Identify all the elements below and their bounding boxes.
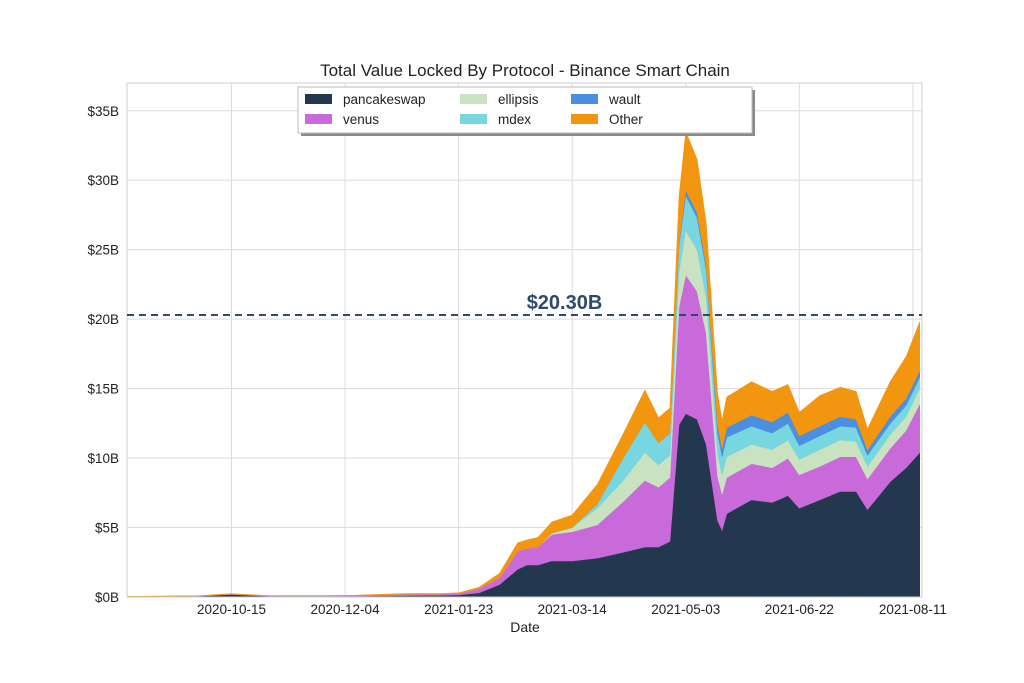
y-tick-label: $5B: [95, 521, 119, 536]
stacked-areas: [126, 131, 920, 598]
y-tick-label: $0B: [95, 590, 119, 605]
x-axis-ticks: 2020-10-15 2020-12-04 2021-01-23 2021-03-14…: [197, 602, 947, 617]
area-other: [126, 131, 920, 597]
legend-label-wault: wault: [608, 92, 641, 107]
y-tick-label: $20B: [87, 312, 119, 327]
y-tick-label: $10B: [87, 451, 119, 466]
x-tick-label: 2021-06-22: [765, 602, 834, 617]
x-tick-label: 2020-12-04: [311, 602, 381, 617]
chart-title: Total Value Locked By Protocol - Binance…: [320, 61, 730, 80]
legend-label-ellipsis: ellipsis: [498, 92, 539, 107]
reference-line-label: $20.30B: [527, 292, 603, 314]
y-tick-label: $30B: [87, 173, 119, 188]
legend-label-mdex: mdex: [498, 112, 531, 127]
legend-label-pancakeswap: pancakeswap: [343, 92, 426, 107]
x-tick-label: 2021-08-11: [879, 602, 947, 617]
legend-label-other: Other: [609, 112, 643, 127]
x-tick-label: 2021-01-23: [424, 602, 493, 617]
legend-box: [297, 86, 753, 134]
legend-swatch-mdex: [460, 114, 487, 124]
y-tick-label: $35B: [87, 104, 119, 119]
y-axis-ticks: $0B $5B $10B $15B $20B $25B $30B $35B: [87, 104, 119, 605]
x-tick-label: 2020-10-15: [197, 602, 266, 617]
x-tick-label: 2021-05-03: [651, 602, 720, 617]
legend-swatch-venus: [305, 114, 332, 124]
x-tick-label: 2021-03-14: [538, 602, 608, 617]
legend-label-venus: venus: [343, 112, 379, 127]
reference-line-group: $20.30B: [127, 292, 922, 316]
x-axis-label: Date: [510, 619, 540, 635]
legend-swatch-other: [571, 114, 598, 124]
y-tick-label: $15B: [87, 382, 119, 397]
legend-swatch-ellipsis: [460, 94, 487, 104]
legend-swatch-wault: [571, 94, 598, 104]
y-tick-label: $25B: [87, 243, 119, 258]
legend: pancakeswap venus ellipsis mdex wault Other: [297, 86, 755, 136]
legend-swatch-pancakeswap: [305, 94, 332, 104]
plot-frame: [126, 82, 923, 598]
